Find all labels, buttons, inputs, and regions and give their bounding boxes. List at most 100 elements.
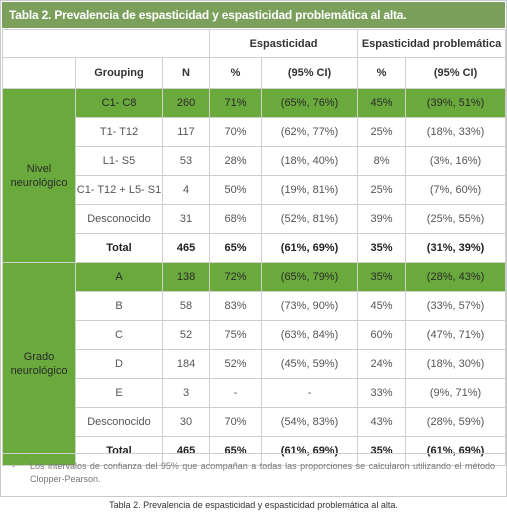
cell-group: C: [75, 320, 163, 350]
table-row: D 184 52% (45%, 59%) 24% (18%, 30%): [3, 349, 507, 379]
cell-n: 138: [161, 262, 211, 292]
cell-n: 260: [161, 88, 211, 118]
cell-ci1: (19%, 81%): [261, 175, 359, 205]
cell-ci2: (39%, 51%): [405, 88, 507, 118]
cell-pct2: 25%: [357, 175, 407, 205]
cell-group: A: [75, 262, 163, 292]
cell-group: Total: [75, 233, 163, 263]
cell-ci1: (18%, 40%): [261, 146, 359, 176]
cell-pct1: 50%: [209, 175, 263, 205]
cell-pct2: 25%: [357, 117, 407, 147]
total-row: Total 465 65% (61%, 69%) 35% (31%, 39%): [3, 233, 507, 263]
cell-group: Total: [75, 436, 163, 466]
cell-ci1: (62%, 77%): [261, 117, 359, 147]
cell-pct2: 35%: [357, 233, 407, 263]
cell-ci1: (63%, 84%): [261, 320, 359, 350]
cell-pct2: 60%: [357, 320, 407, 350]
cell-ci2: (18%, 30%): [405, 349, 507, 379]
cell-pct1: 65%: [209, 233, 263, 263]
cell-n: 184: [161, 349, 211, 379]
section-label: Nivel neurológico: [2, 88, 76, 263]
cell-pct1: 70%: [209, 407, 263, 437]
table-row: C 52 75% (63%, 84%) 60% (47%, 71%): [3, 320, 507, 350]
cell-n: 52: [161, 320, 211, 350]
header-row-top: Espasticidad Espasticidad problemática: [1, 29, 507, 58]
cell-group: C1- T12 + L5- S1: [75, 175, 163, 205]
cell-ci1: (65%, 79%): [261, 262, 359, 292]
cell-ci1: (73%, 90%): [261, 291, 359, 321]
cell-pct1: 28%: [209, 146, 263, 176]
footnote-text: Los intervalos de confianza del 95% que …: [30, 461, 495, 484]
cell-group: D: [75, 349, 163, 379]
cell-ci2: (7%, 60%): [405, 175, 507, 205]
cell-pct1: 75%: [209, 320, 263, 350]
cell-ci1: (52%, 81%): [261, 204, 359, 234]
cell-group: Desconocido: [75, 204, 163, 234]
cell-ci1: (45%, 59%): [261, 349, 359, 379]
header-grouping: Grouping: [75, 57, 163, 89]
cell-ci2: (31%, 39%): [405, 233, 507, 263]
table-caption: Tabla 2. Prevalencia de espasticidad y e…: [109, 500, 398, 510]
cell-pct1: 68%: [209, 204, 263, 234]
cell-n: 31: [161, 204, 211, 234]
footnote: - Los intervalos de confianza del 95% qu…: [2, 453, 505, 496]
cell-n: 3: [161, 378, 211, 408]
cell-ci1: (61%, 69%): [261, 233, 359, 263]
cell-group: Desconocido: [75, 407, 163, 437]
cell-pct2: 45%: [357, 291, 407, 321]
cell-n: 58: [161, 291, 211, 321]
cell-ci2: (33%, 57%): [405, 291, 507, 321]
cell-ci2: (47%, 71%): [405, 320, 507, 350]
table-row: Desconocido 31 68% (52%, 81%) 39% (25%, 55%): [3, 204, 507, 234]
cell-pct1: 52%: [209, 349, 263, 379]
cell-pct1: 83%: [209, 291, 263, 321]
cell-n: 465: [161, 233, 211, 263]
total-row: Total 465 65% (61%, 69%) 35% (61%, 69%): [3, 436, 507, 466]
cell-n: 30: [161, 407, 211, 437]
cell-ci2: (61%, 69%): [405, 436, 507, 466]
cell-group: E: [75, 378, 163, 408]
table-frame: Tabla 2. Prevalencia de espasticidad y e…: [0, 0, 507, 497]
section-label: Grado neurológico: [2, 262, 76, 466]
cell-n: 4: [161, 175, 211, 205]
table-row: B 58 83% (73%, 90%) 45% (33%, 57%): [3, 291, 507, 321]
cell-ci2: (9%, 71%): [405, 378, 507, 408]
cell-pct2: 33%: [357, 378, 407, 408]
table-row: Grado neurológico A 138 72% (65%, 79%) 35% (28…: [2, 262, 507, 466]
footnote-dash: -: [12, 461, 15, 471]
header-ci-problematica: (95% CI): [405, 57, 507, 89]
cell-pct2: 45%: [357, 88, 407, 118]
header-ci-espasticidad: (95% CI): [261, 57, 359, 89]
cell-pct1: 70%: [209, 117, 263, 147]
table-row: Nivel neurológico C1- C8 260 71% (65%, 76%) 4…: [2, 88, 507, 263]
cell-ci2: (25%, 55%): [405, 204, 507, 234]
cell-n: 53: [161, 146, 211, 176]
header-blank: [2, 57, 76, 89]
cell-pct1: 71%: [209, 88, 263, 118]
header-espasticidad: Espasticidad: [209, 29, 359, 58]
cell-n: 465: [161, 436, 211, 466]
table-row: C1- T12 + L5- S1 4 50% (19%, 81%) 25% (7%, 60…: [3, 175, 507, 205]
cell-ci1: (65%, 76%): [261, 88, 359, 118]
cell-group: T1- T12: [75, 117, 163, 147]
table-row: Desconocido 30 70% (54%, 83%) 43% (28%, 59%): [3, 407, 507, 437]
cell-group: B: [75, 291, 163, 321]
cell-group: L1- S5: [75, 146, 163, 176]
cell-ci1: -: [261, 378, 359, 408]
cell-pct2: 24%: [357, 349, 407, 379]
header-pct-espasticidad: %: [209, 57, 263, 89]
cell-pct2: 39%: [357, 204, 407, 234]
cell-pct1: 72%: [209, 262, 263, 292]
cell-ci2: (28%, 59%): [405, 407, 507, 437]
cell-pct2: 8%: [357, 146, 407, 176]
cell-ci2: (18%, 33%): [405, 117, 507, 147]
header-pct-problematica: %: [357, 57, 407, 89]
cell-n: 117: [161, 117, 211, 147]
table-row: E 3- -33% (9%, 71%): [3, 378, 507, 408]
header-empty-corner: [1, 29, 211, 58]
header-row-columns: Grouping N % (95% CI) % (95% CI): [2, 57, 507, 89]
header-espasticidad-problematica: Espasticidad problemática: [357, 29, 507, 58]
cell-ci1: (61%, 69%): [261, 436, 359, 466]
cell-pct2: 35%: [357, 262, 407, 292]
cell-pct1: -: [209, 378, 263, 408]
